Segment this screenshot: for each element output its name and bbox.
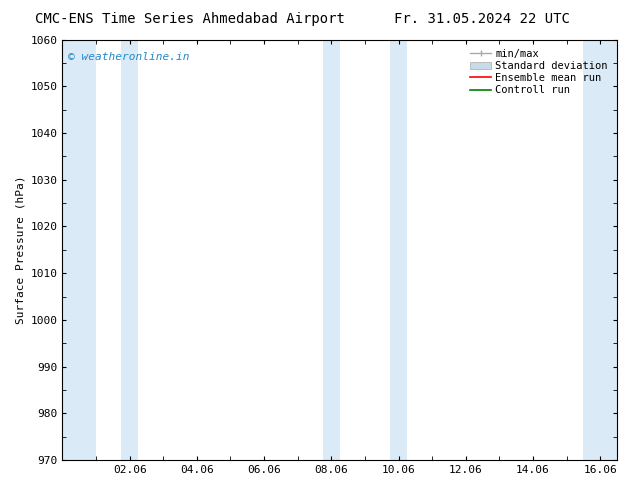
Bar [583, 40, 617, 460]
Text: Fr. 31.05.2024 22 UTC: Fr. 31.05.2024 22 UTC [394, 12, 570, 26]
Y-axis label: Surface Pressure (hPa): Surface Pressure (hPa) [15, 175, 25, 324]
Legend: min/max, Standard deviation, Ensemble mean run, Controll run: min/max, Standard deviation, Ensemble me… [466, 45, 612, 99]
Bar [121, 40, 138, 460]
Text: © weatheronline.in: © weatheronline.in [68, 52, 190, 62]
Text: CMC-ENS Time Series Ahmedabad Airport: CMC-ENS Time Series Ahmedabad Airport [36, 12, 345, 26]
Bar [62, 40, 96, 460]
Bar [323, 40, 340, 460]
Bar [390, 40, 407, 460]
